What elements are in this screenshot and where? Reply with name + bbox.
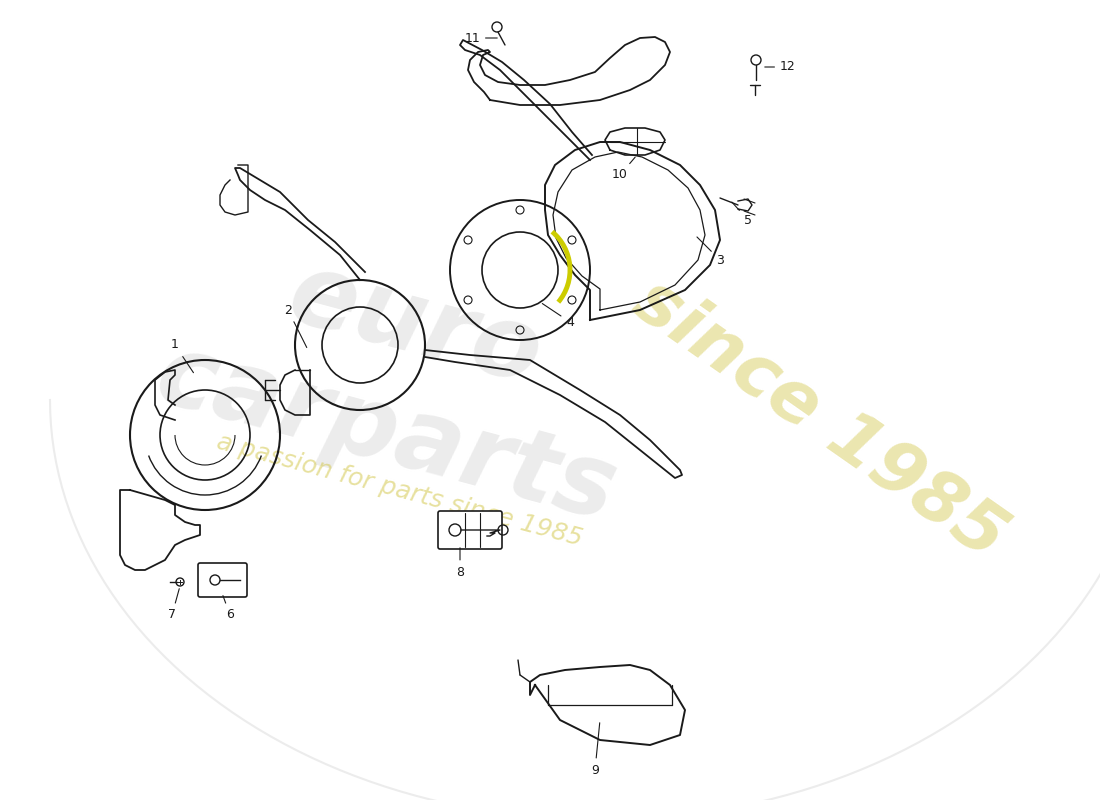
- Text: 10: 10: [612, 157, 635, 182]
- Text: a passion for parts since 1985: a passion for parts since 1985: [214, 430, 585, 550]
- Text: 8: 8: [456, 548, 464, 578]
- Text: 4: 4: [542, 303, 574, 329]
- Text: 6: 6: [223, 596, 234, 622]
- Text: 2: 2: [284, 303, 307, 347]
- Text: 5: 5: [732, 202, 752, 226]
- Text: 1: 1: [172, 338, 194, 373]
- Text: 12: 12: [764, 61, 795, 74]
- Text: 9: 9: [591, 722, 600, 777]
- Text: 11: 11: [464, 31, 497, 45]
- Text: euro
carparts: euro carparts: [145, 218, 654, 542]
- Text: 7: 7: [168, 589, 179, 622]
- FancyBboxPatch shape: [198, 563, 248, 597]
- Text: 3: 3: [697, 237, 724, 266]
- Text: since 1985: since 1985: [621, 266, 1019, 574]
- FancyBboxPatch shape: [438, 511, 502, 549]
